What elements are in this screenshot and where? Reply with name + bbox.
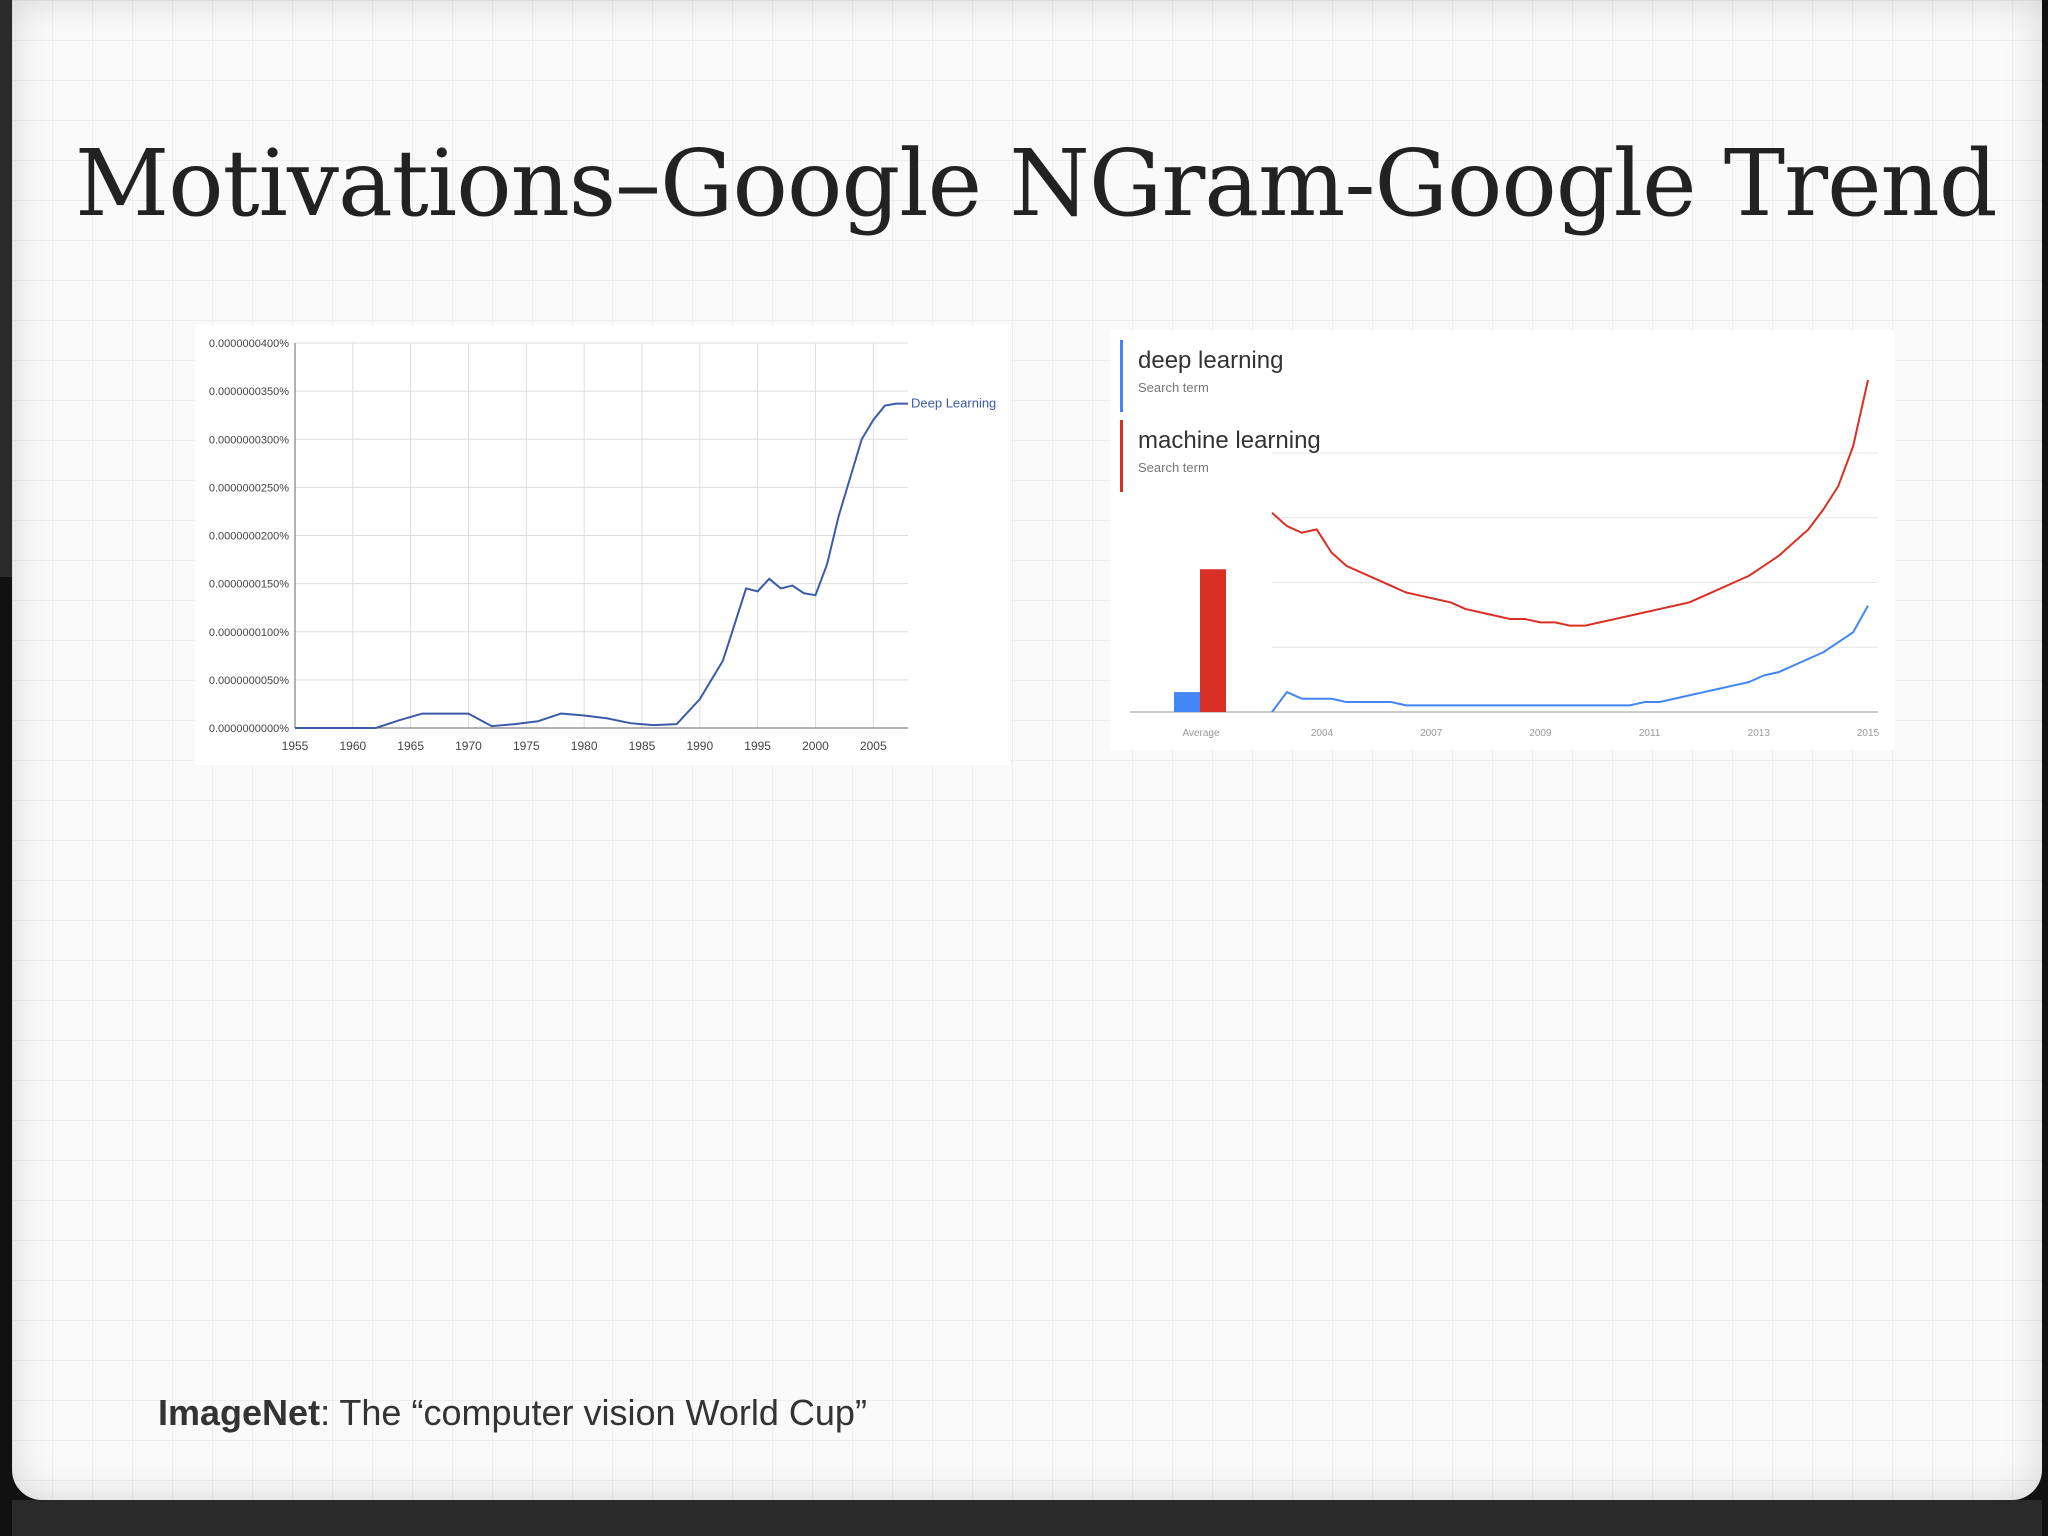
ngram-xtick-label: 1985 <box>629 739 656 753</box>
trends-average-bar <box>1200 569 1226 712</box>
ngram-ytick-label: 0.0000000150% <box>209 579 289 591</box>
slide-title: Motivations–Google NGram-Google Trend <box>75 130 1998 237</box>
ngram-xtick-label: 2000 <box>802 739 829 753</box>
trends-legend-label: deep learning <box>1138 347 1283 374</box>
ngram-ytick-label: 0.0000000250% <box>209 482 289 494</box>
ngram-ytick-label: 0.0000000200% <box>209 531 289 543</box>
trends-xtick-label: 2009 <box>1529 728 1552 739</box>
ngram-ytick-label: 0.0000000350% <box>209 386 289 398</box>
ngram-ytick-label: 0.0000000100% <box>209 627 289 639</box>
slide <box>12 0 2042 1500</box>
ngram-ytick-label: 0.0000000050% <box>209 675 289 687</box>
ngram-xtick-label: 2005 <box>860 739 887 753</box>
ngram-series-label: Deep Learning <box>911 396 996 411</box>
trends-series-line <box>1271 379 1869 627</box>
chart-caption: ImageNet: The “computer vision World Cup… <box>158 1392 867 1434</box>
ngram-xtick-label: 1980 <box>571 739 598 753</box>
trends-xtick-label: 2015 <box>1857 728 1880 739</box>
caption-bold: ImageNet <box>158 1392 321 1433</box>
ngram-chart: 0.0000000000% 0.0000000050% 0.0000000100% 0… <box>195 325 1010 765</box>
trends-legend-sub: Search term <box>1138 460 1209 475</box>
trends-average-bar <box>1174 692 1200 712</box>
ngram-xtick-label: 1990 <box>686 739 713 753</box>
trends-legend-marker <box>1120 340 1123 412</box>
trends-xtick-label: 2011 <box>1639 728 1661 739</box>
trends-legend-sub: Search term <box>1138 380 1209 395</box>
ngram-ytick-label: 0.0000000300% <box>209 434 289 446</box>
ngram-xtick-label: 1960 <box>339 739 366 753</box>
ngram-series-line <box>295 402 908 729</box>
trends-series-line <box>1271 605 1869 713</box>
trends-chart: deep learning Search term machine learning… <box>1110 330 1895 750</box>
ngram-xtick-label: 1975 <box>513 739 540 753</box>
ngram-xtick-label: 1970 <box>455 739 482 753</box>
ngram-ytick-label: 0.0000000400% <box>209 338 289 350</box>
slide-bottom-band <box>12 1500 2042 1536</box>
ngram-xtick-label: 1965 <box>397 739 424 753</box>
ngram-xtick-label: 1995 <box>744 739 771 753</box>
caption-text: : The “computer vision World Cup” <box>320 1392 867 1433</box>
trends-xtick-label: 2007 <box>1420 728 1443 739</box>
trends-xtick-label: 2004 <box>1311 728 1334 739</box>
ngram-xtick-label: 1955 <box>282 739 309 753</box>
trends-legend-label: machine learning <box>1138 427 1321 454</box>
trends-xtick-label: 2013 <box>1748 728 1771 739</box>
ngram-ytick-label: 0.0000000000% <box>209 723 289 735</box>
trends-average-label: Average <box>1182 728 1220 739</box>
trends-legend-marker <box>1120 420 1123 492</box>
